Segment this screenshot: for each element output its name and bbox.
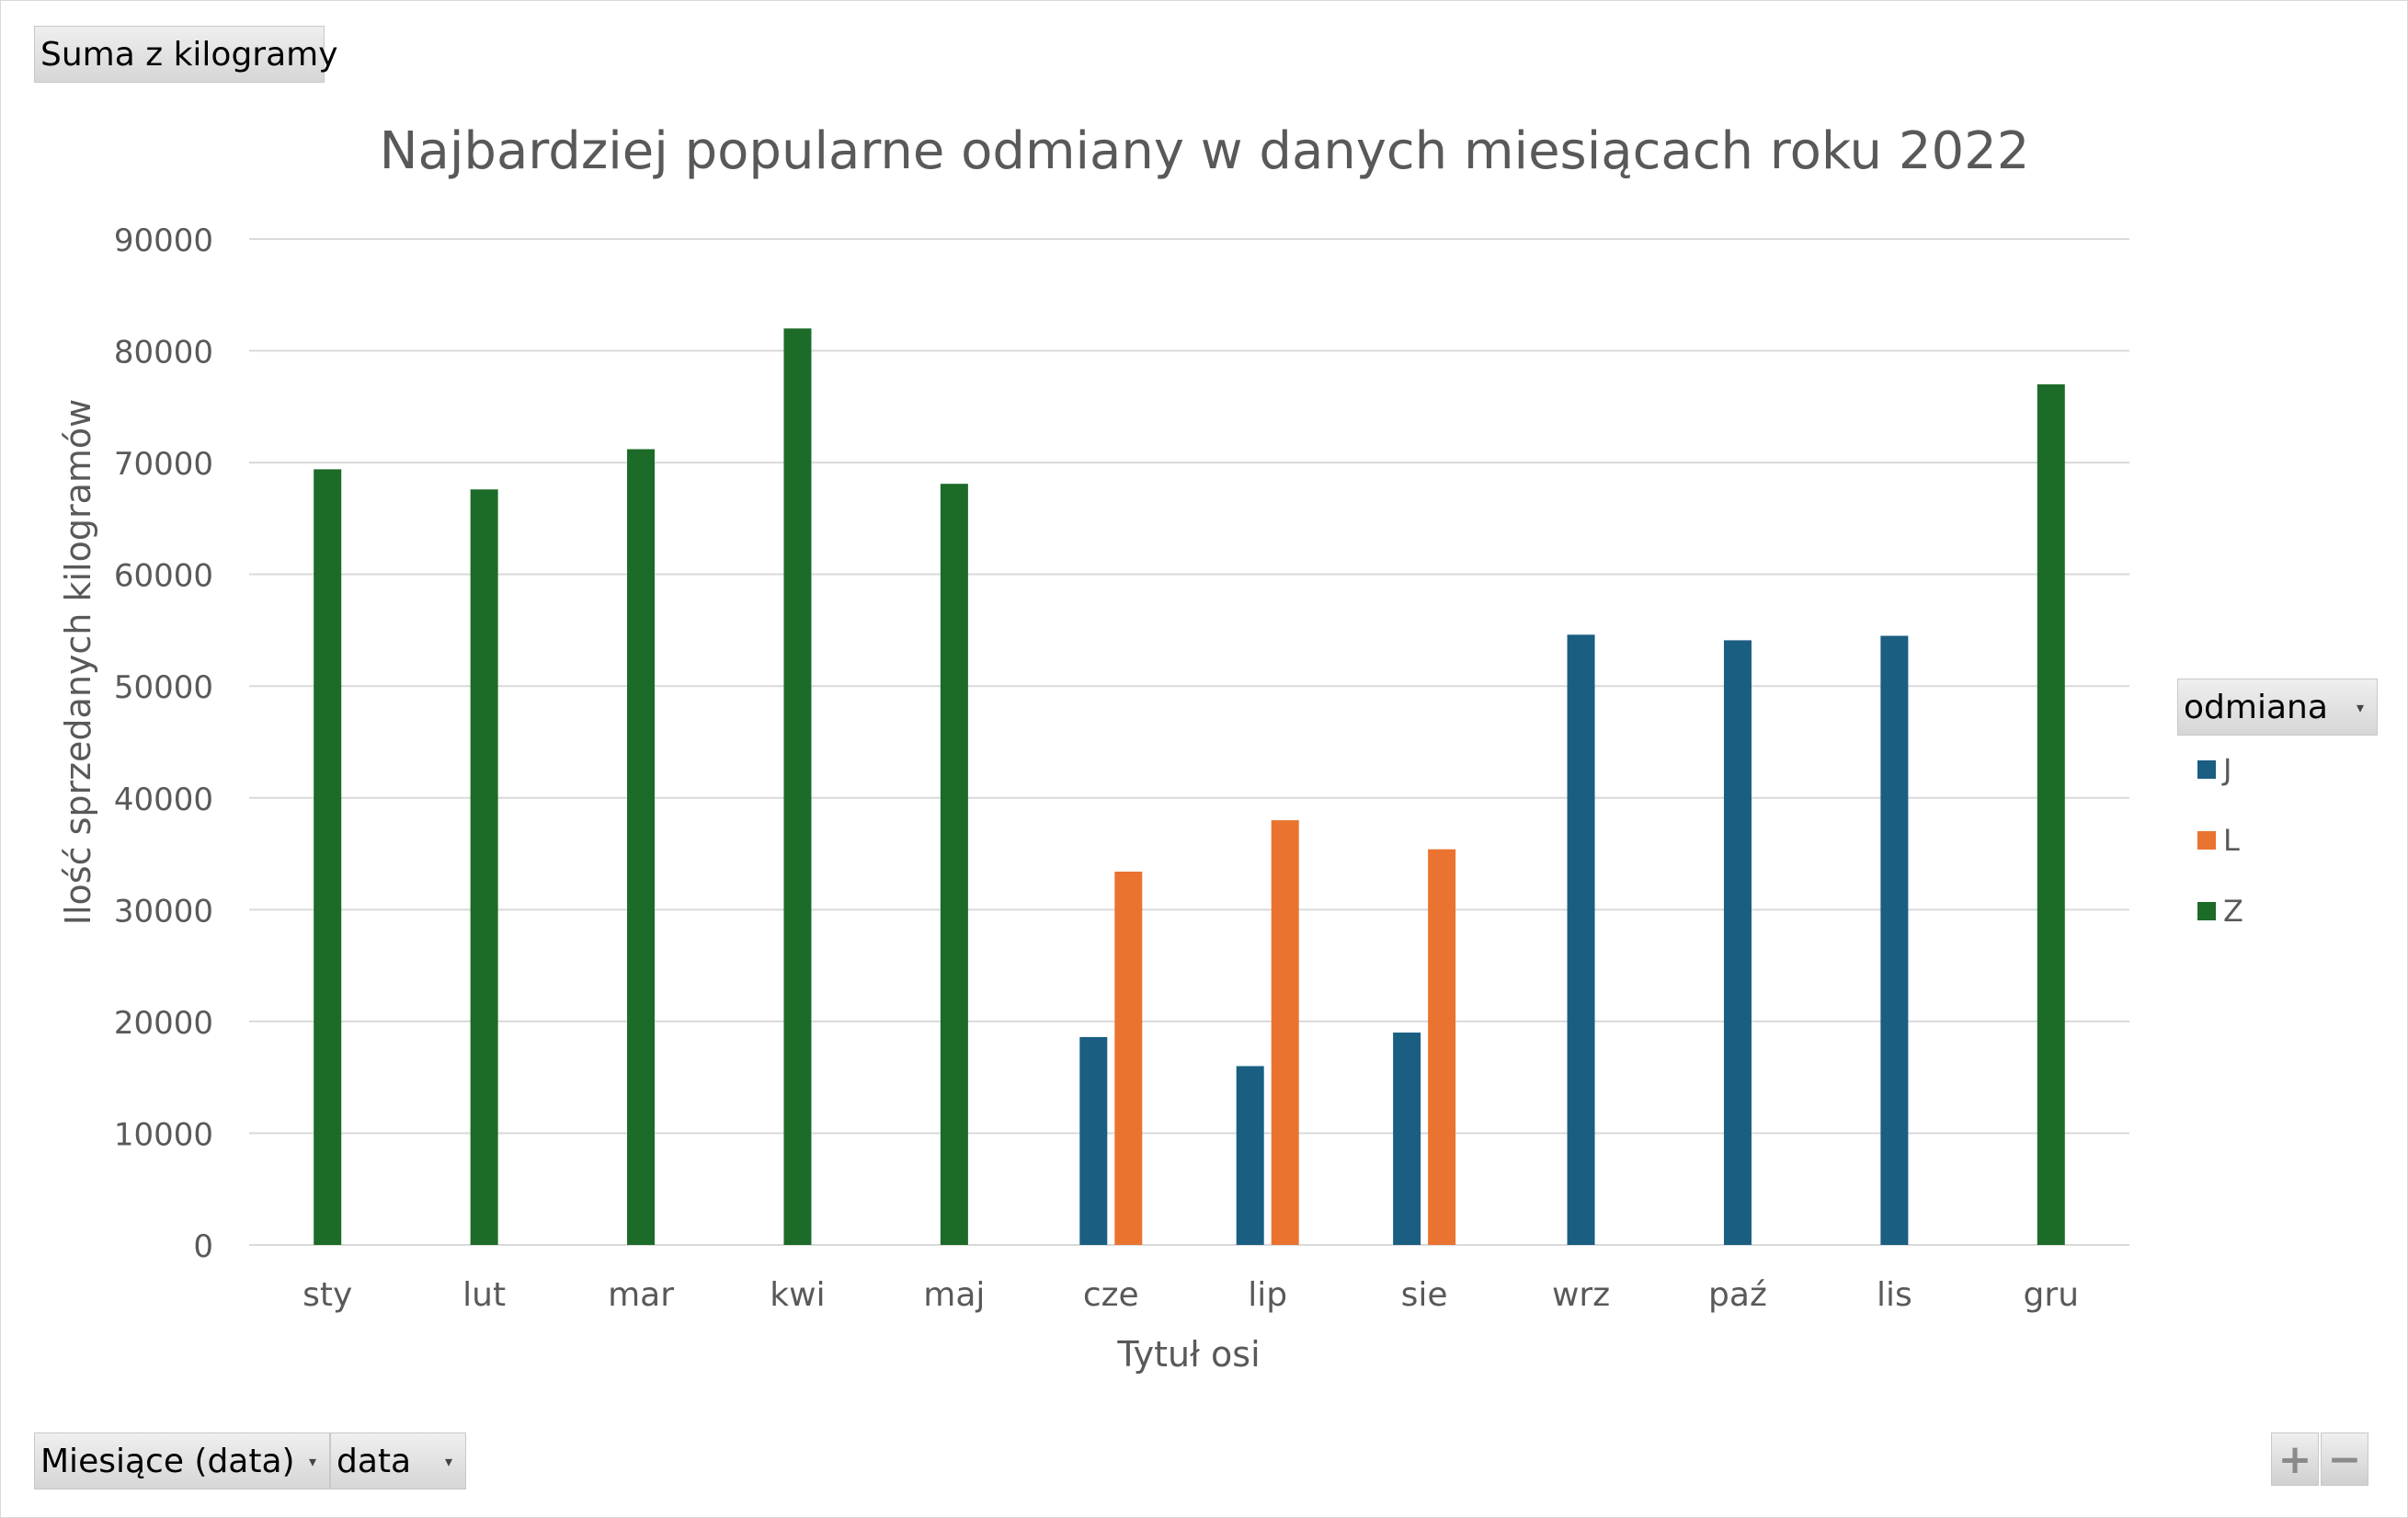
minus-icon: − bbox=[2327, 1435, 2362, 1483]
x-tick-label: maj bbox=[923, 1276, 985, 1314]
y-tick-label: 0 bbox=[193, 1228, 213, 1265]
axis-field-button-months[interactable]: Miesiące (data) ▾ bbox=[34, 1432, 330, 1489]
dropdown-arrow-icon: ▾ bbox=[308, 1452, 316, 1470]
x-tick-label: lis bbox=[1877, 1276, 1912, 1314]
bar-z-mar[interactable] bbox=[627, 449, 656, 1246]
bar-z-sty[interactable] bbox=[314, 469, 342, 1246]
legend-swatch-l bbox=[2197, 831, 2216, 850]
y-tick-label: 20000 bbox=[114, 1005, 213, 1042]
axis-field-label-data: data bbox=[337, 1442, 412, 1480]
x-tick-label: sty bbox=[302, 1276, 352, 1314]
x-axis-title: Tytuł osi bbox=[1116, 1334, 1260, 1375]
bar-j-lis[interactable] bbox=[1880, 635, 1909, 1245]
bar-j-lip[interactable] bbox=[1236, 1066, 1264, 1245]
legend-item-z: Z bbox=[2197, 894, 2243, 929]
legend-label-l: L bbox=[2223, 823, 2240, 858]
bar-j-wrz[interactable] bbox=[1567, 634, 1595, 1245]
legend-label-z: Z bbox=[2223, 894, 2243, 929]
y-tick-label: 60000 bbox=[114, 558, 213, 595]
value-field-button[interactable]: Suma z kilogramy bbox=[34, 26, 338, 83]
x-tick-label: sie bbox=[1401, 1276, 1448, 1314]
x-tick-label: cze bbox=[1083, 1276, 1139, 1314]
bar-z-maj[interactable] bbox=[940, 484, 968, 1245]
legend-item-j: J bbox=[2197, 752, 2231, 787]
x-tick-label: paź bbox=[1708, 1276, 1767, 1314]
x-tick-label: kwi bbox=[770, 1276, 825, 1314]
bar-z-gru[interactable] bbox=[2037, 384, 2065, 1245]
legend-item-l: L bbox=[2197, 823, 2240, 858]
value-field-label: Suma z kilogramy bbox=[40, 35, 338, 74]
bar-j-paź[interactable] bbox=[1723, 640, 1752, 1245]
dropdown-arrow-icon: ▾ bbox=[444, 1452, 452, 1470]
x-tick-label: mar bbox=[608, 1276, 674, 1314]
y-tick-label: 90000 bbox=[114, 223, 213, 259]
x-tick-label: lip bbox=[1248, 1276, 1287, 1314]
y-tick-label: 50000 bbox=[114, 669, 213, 706]
plus-icon: + bbox=[2277, 1435, 2312, 1483]
bar-l-lip[interactable] bbox=[1271, 820, 1299, 1245]
x-tick-label: lut bbox=[462, 1276, 506, 1314]
bar-j-cze[interactable] bbox=[1079, 1036, 1108, 1245]
y-tick-label: 70000 bbox=[114, 446, 213, 483]
x-tick-label: gru bbox=[2024, 1276, 2079, 1314]
zoom-out-button[interactable]: − bbox=[2321, 1432, 2368, 1486]
legend-swatch-z bbox=[2197, 902, 2216, 920]
zoom-in-button[interactable]: + bbox=[2271, 1432, 2319, 1486]
bar-j-sie[interactable] bbox=[1393, 1033, 1421, 1245]
x-tick-label: wrz bbox=[1552, 1276, 1610, 1314]
bar-z-lut[interactable] bbox=[470, 489, 498, 1245]
legend-label-j: J bbox=[2223, 752, 2232, 787]
bar-l-cze[interactable] bbox=[1114, 872, 1143, 1245]
axis-field-button-data[interactable]: data ▾ bbox=[330, 1432, 466, 1489]
y-tick-label: 10000 bbox=[114, 1116, 213, 1153]
chart-title: Najbardziej popularne odmiany w danych m… bbox=[380, 121, 2030, 181]
y-axis-title: Ilość sprzedanych kilogramów bbox=[58, 399, 98, 925]
axis-field-label-months: Miesiące (data) bbox=[40, 1442, 295, 1480]
dropdown-arrow-icon: ▾ bbox=[2356, 698, 2364, 716]
bar-z-kwi[interactable] bbox=[783, 328, 812, 1245]
legend-swatch-j bbox=[2197, 760, 2216, 779]
y-tick-label: 30000 bbox=[114, 893, 213, 930]
y-tick-label: 80000 bbox=[114, 335, 213, 371]
bar-l-sie[interactable] bbox=[1428, 849, 1456, 1245]
y-tick-label: 40000 bbox=[114, 782, 213, 818]
legend-field-label: odmiana bbox=[2184, 688, 2328, 726]
legend-field-button[interactable]: odmiana ▾ bbox=[2177, 679, 2378, 736]
